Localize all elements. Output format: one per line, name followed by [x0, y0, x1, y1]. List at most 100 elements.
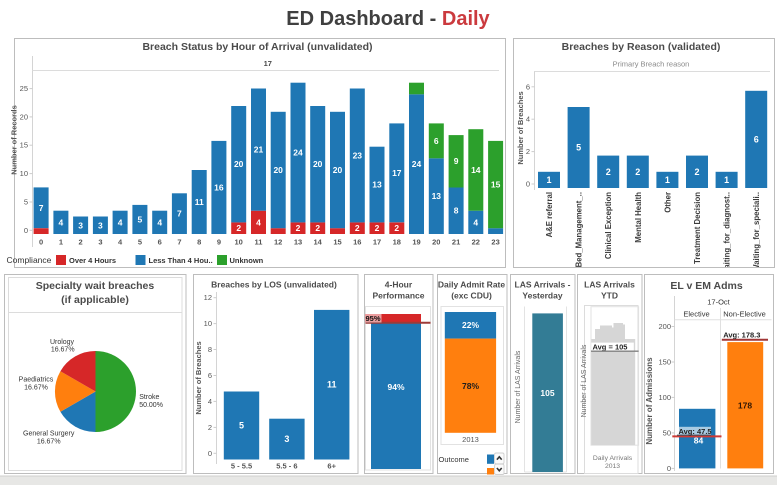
svg-text:Elective: Elective: [683, 310, 709, 319]
svg-text:11: 11: [327, 380, 337, 390]
svg-text:10: 10: [20, 169, 28, 178]
svg-text:13: 13: [432, 191, 442, 201]
svg-text:6: 6: [434, 136, 439, 146]
svg-text:Daily Arrivals: Daily Arrivals: [593, 455, 633, 462]
svg-text:19: 19: [412, 238, 420, 247]
svg-text:78%: 78%: [462, 381, 479, 391]
svg-text:15: 15: [333, 238, 341, 247]
svg-text:5: 5: [24, 198, 28, 207]
svg-text:Over 4 Hours: Over 4 Hours: [69, 256, 116, 265]
svg-text:Paediatrics: Paediatrics: [19, 376, 54, 383]
svg-text:13: 13: [294, 238, 302, 247]
svg-text:0: 0: [24, 226, 28, 235]
svg-text:14: 14: [471, 165, 481, 175]
svg-text:Yesterday: Yesterday: [522, 291, 562, 301]
svg-text:Number of Records: Number of Records: [10, 105, 19, 175]
svg-text:Number of LAS Arrivals: Number of LAS Arrivals: [581, 344, 588, 417]
svg-text:2: 2: [694, 167, 699, 177]
svg-text:50.00%: 50.00%: [139, 402, 163, 409]
svg-text:7: 7: [39, 203, 44, 213]
svg-text:LAS Arrivals: LAS Arrivals: [584, 280, 635, 290]
svg-text:1: 1: [59, 238, 63, 247]
svg-text:5 - 5.5: 5 - 5.5: [231, 462, 252, 471]
svg-text:3: 3: [98, 220, 103, 230]
svg-text:2: 2: [315, 223, 320, 233]
svg-text:15: 15: [491, 180, 501, 190]
svg-text:Other: Other: [663, 192, 672, 213]
svg-text:7: 7: [177, 238, 181, 247]
svg-text:5: 5: [138, 238, 142, 247]
svg-text:4: 4: [118, 217, 123, 227]
svg-text:9: 9: [217, 238, 221, 247]
svg-text:21: 21: [452, 238, 460, 247]
svg-text:Outcome: Outcome: [439, 455, 469, 464]
svg-text:Number of Admissions: Number of Admissions: [645, 357, 654, 445]
svg-text:6: 6: [526, 82, 530, 91]
svg-text:Avg: 178.3: Avg: 178.3: [723, 330, 760, 339]
svg-text:6: 6: [158, 238, 162, 247]
svg-text:20: 20: [273, 165, 283, 175]
svg-text:Number of Breaches: Number of Breaches: [516, 91, 525, 164]
svg-text:20: 20: [234, 159, 244, 169]
svg-text:21: 21: [254, 145, 264, 155]
svg-text:9: 9: [454, 156, 459, 166]
svg-text:Breaches by Reason (validated): Breaches by Reason (validated): [562, 41, 721, 53]
svg-text:24: 24: [293, 148, 303, 158]
svg-text:4: 4: [208, 397, 212, 406]
svg-text:(exc CDU): (exc CDU): [451, 291, 492, 301]
svg-text:95%: 95%: [366, 314, 381, 323]
svg-text:13: 13: [372, 180, 382, 190]
svg-text:22%: 22%: [462, 320, 479, 330]
svg-text:20: 20: [313, 159, 323, 169]
svg-text:Breach Status by Hour of Arriv: Breach Status by Hour of Arrival (unvali…: [142, 41, 372, 53]
svg-text:Number of LAS Arrivals: Number of LAS Arrivals: [515, 350, 522, 423]
svg-text:4: 4: [59, 217, 64, 227]
svg-text:1: 1: [724, 175, 729, 185]
svg-text:16.67%: 16.67%: [51, 347, 75, 354]
svg-text:0: 0: [208, 449, 212, 458]
svg-text:2: 2: [208, 423, 212, 432]
svg-text:Number of Breaches: Number of Breaches: [194, 341, 203, 414]
svg-text:2: 2: [355, 223, 360, 233]
svg-text:17: 17: [264, 59, 272, 68]
svg-text:18: 18: [393, 238, 401, 247]
svg-text:5.5 - 6: 5.5 - 6: [276, 462, 297, 471]
svg-text:2013: 2013: [462, 435, 479, 444]
svg-text:2: 2: [236, 223, 241, 233]
svg-text:15: 15: [20, 141, 28, 150]
svg-text:11: 11: [255, 238, 263, 247]
svg-text:20: 20: [333, 165, 343, 175]
svg-text:24: 24: [412, 159, 422, 169]
svg-text:4: 4: [526, 115, 530, 124]
svg-text:ED Dashboard - Daily: ED Dashboard - Daily: [286, 8, 490, 30]
svg-text:2: 2: [606, 167, 611, 177]
svg-text:3: 3: [284, 434, 289, 444]
svg-text:10: 10: [235, 238, 243, 247]
svg-text:178: 178: [738, 400, 752, 410]
svg-text:8: 8: [208, 345, 212, 354]
svg-text:Mental Health: Mental Health: [634, 192, 643, 243]
svg-text:Stroke: Stroke: [139, 394, 159, 401]
svg-text:Daily Admit Rate: Daily Admit Rate: [438, 280, 506, 290]
svg-text:23: 23: [491, 238, 499, 247]
svg-text:0: 0: [39, 238, 43, 247]
svg-text:4: 4: [118, 238, 123, 247]
svg-text:4: 4: [157, 217, 162, 227]
svg-text:2: 2: [375, 223, 380, 233]
svg-text:11: 11: [195, 197, 204, 207]
svg-text:84: 84: [694, 436, 704, 446]
svg-text:Avg = 105: Avg = 105: [593, 342, 628, 351]
svg-text:Less Than 4 Hou..: Less Than 4 Hou..: [149, 256, 213, 265]
svg-text:Waiting_for_speciali..: Waiting_for_speciali..: [752, 192, 761, 272]
svg-text:Treatment Decision: Treatment Decision: [693, 192, 702, 264]
svg-text:1: 1: [665, 175, 670, 185]
svg-text:Breaches by LOS (unvalidated): Breaches by LOS (unvalidated): [211, 280, 337, 290]
svg-text:2: 2: [635, 167, 640, 177]
svg-text:2: 2: [394, 223, 399, 233]
svg-text:YTD: YTD: [601, 291, 618, 301]
svg-text:5: 5: [239, 421, 244, 431]
svg-text:Waiting_for_diagnost..: Waiting_for_diagnost..: [723, 192, 732, 276]
svg-text:12: 12: [274, 238, 282, 247]
svg-text:8: 8: [197, 238, 201, 247]
svg-text:A&E referral: A&E referral: [545, 192, 554, 238]
